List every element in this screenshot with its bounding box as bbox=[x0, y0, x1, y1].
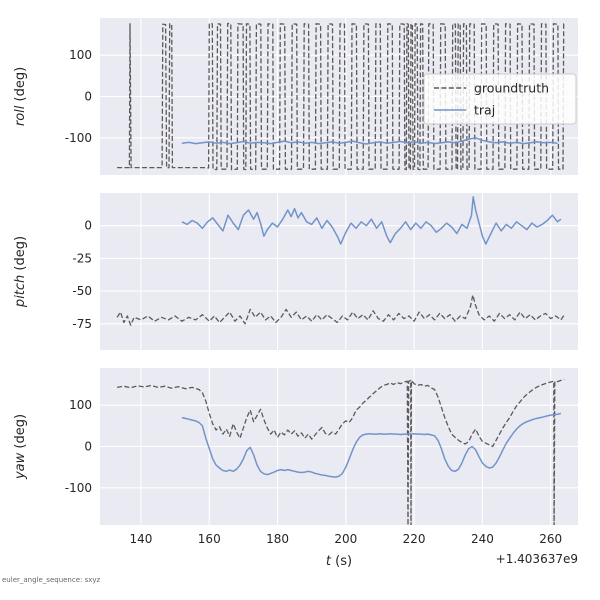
y-axis-label: roll (deg) bbox=[13, 67, 28, 126]
traj-line bbox=[181, 196, 562, 245]
legend-label: traj bbox=[474, 103, 495, 118]
y-tick-label: -50 bbox=[72, 284, 92, 298]
y-tick-label: 100 bbox=[69, 398, 92, 412]
y-tick-label: -100 bbox=[65, 481, 92, 495]
y-axis-label: yaw (deg) bbox=[13, 414, 28, 480]
y-tick-label: 0 bbox=[84, 219, 92, 233]
figure-caption: euler_angle_sequence: sxyz bbox=[2, 576, 101, 584]
x-tick-label: 220 bbox=[403, 532, 426, 546]
legend: groundtruth traj bbox=[423, 73, 577, 125]
y-tick-label: -100 bbox=[65, 131, 92, 145]
x-axis-label: t (s) bbox=[326, 554, 352, 569]
x-tick-label: 200 bbox=[334, 532, 357, 546]
y-axis-label: pitch (deg) bbox=[13, 236, 28, 308]
legend-label: groundtruth bbox=[474, 81, 549, 96]
traj-line bbox=[181, 412, 562, 478]
groundtruth-line bbox=[116, 378, 565, 525]
x-tick-label: 180 bbox=[266, 532, 289, 546]
y-tick-label: 0 bbox=[84, 440, 92, 454]
x-tick-label: 140 bbox=[130, 532, 153, 546]
subplot-yaw: 100 0 -100 yaw (deg) 140 160 180 200 220 240 260 t … bbox=[13, 368, 578, 569]
x-tick-label: 160 bbox=[198, 532, 221, 546]
axis-offset-text: +1.403637e9 bbox=[496, 552, 578, 566]
groundtruth-line bbox=[116, 294, 565, 326]
x-tick-label: 260 bbox=[539, 532, 562, 546]
x-tick-label: 240 bbox=[471, 532, 494, 546]
groundtruth-line bbox=[117, 22, 566, 171]
y-tick-label: 100 bbox=[69, 48, 92, 62]
y-tick-label: 0 bbox=[84, 90, 92, 104]
traj-line bbox=[181, 137, 558, 145]
subplot-pitch: 0 -25 -50 -75 pitch (deg) bbox=[13, 193, 578, 350]
y-tick-label: -25 bbox=[72, 251, 92, 265]
y-tick-label: -75 bbox=[72, 317, 92, 331]
